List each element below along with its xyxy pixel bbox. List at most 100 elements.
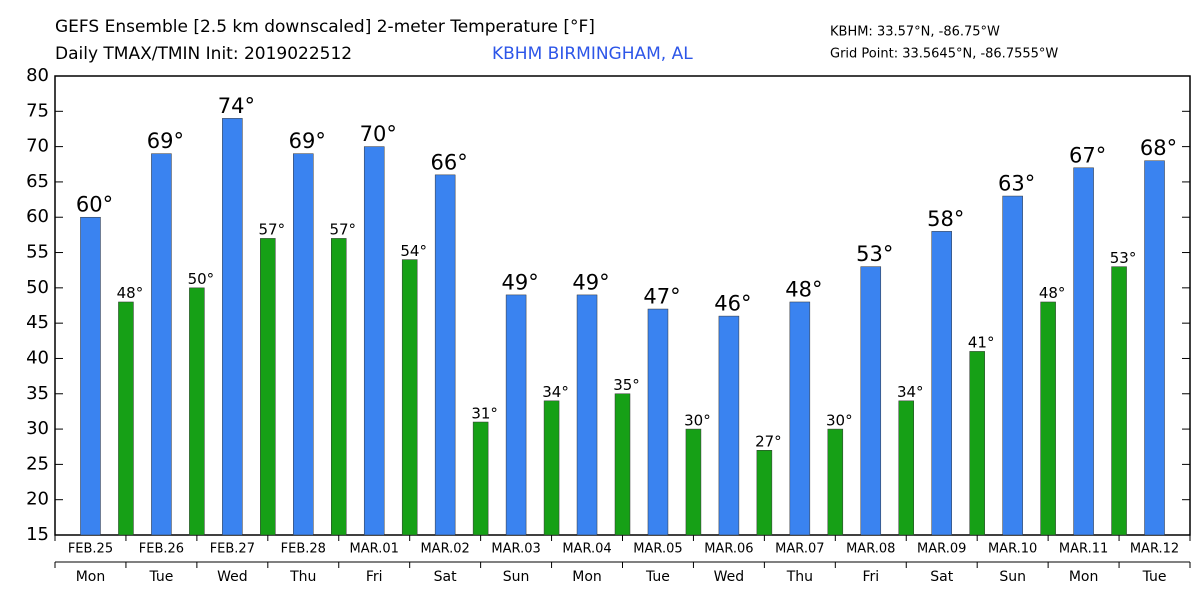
location: KBHM BIRMINGHAM, AL	[492, 44, 693, 64]
value-label: 69°	[289, 129, 326, 153]
bar	[472, 421, 489, 536]
value-label: 47°	[643, 284, 680, 308]
x-sub-label: Fri	[862, 569, 879, 585]
bar	[505, 294, 527, 536]
x-sub-label: Fri	[366, 569, 383, 585]
value-label: 46°	[714, 292, 751, 316]
y-tick-label: 70	[26, 136, 49, 157]
bar	[647, 308, 669, 536]
value-label: 48°	[117, 284, 144, 302]
value-label: 60°	[76, 193, 113, 217]
value-label: 70°	[360, 122, 397, 146]
x-sub-label: Wed	[714, 569, 745, 585]
x-tick-label: FEB.25	[68, 542, 113, 557]
bar	[685, 428, 702, 536]
value-label: 53°	[1110, 249, 1137, 267]
x-tick-label: MAR.04	[562, 542, 611, 557]
x-tick-label: MAR.05	[633, 542, 682, 557]
x-sub-label: Sun	[503, 569, 530, 585]
y-tick-label: 75	[26, 100, 49, 121]
bar	[756, 450, 773, 536]
value-label: 54°	[400, 242, 427, 260]
bar	[718, 315, 740, 536]
value-label: 30°	[684, 411, 711, 429]
value-label: 69°	[147, 129, 184, 153]
x-tick-label: MAR.08	[846, 542, 895, 557]
x-sub-label: Mon	[572, 569, 602, 585]
x-tick-label: FEB.27	[210, 542, 255, 557]
value-label: 63°	[998, 171, 1035, 195]
x-tick-label: FEB.26	[139, 542, 184, 557]
bar	[1111, 266, 1127, 536]
x-sub-label: Sun	[999, 569, 1026, 585]
value-label: 30°	[826, 411, 853, 429]
y-tick-label: 15	[26, 524, 49, 545]
bar	[80, 216, 101, 536]
x-sub-label: Thu	[289, 569, 316, 585]
x-tick-label: MAR.11	[1059, 542, 1108, 557]
x-sub-label: Wed	[217, 569, 248, 585]
bar	[898, 400, 914, 536]
value-label: 48°	[1039, 284, 1066, 302]
value-label: 57°	[329, 221, 356, 239]
bar	[1040, 301, 1056, 536]
bar	[363, 146, 385, 536]
x-sub-label: Mon	[76, 569, 106, 585]
bar	[434, 174, 456, 536]
bar	[151, 153, 172, 536]
x-tick-label: MAR.07	[775, 542, 824, 557]
y-tick-label: 45	[26, 312, 49, 333]
y-tick-label: 35	[26, 383, 49, 404]
x-sub-label: Thu	[786, 569, 813, 585]
value-label: 68°	[1140, 136, 1177, 160]
bar	[931, 231, 952, 536]
bar	[222, 118, 243, 536]
bar	[401, 259, 418, 536]
value-label: 49°	[501, 270, 538, 294]
value-label: 31°	[471, 404, 498, 422]
y-tick-label: 60	[26, 206, 49, 227]
y-tick-label: 30	[26, 418, 49, 439]
x-tick-label: MAR.10	[988, 542, 1037, 557]
bar	[789, 301, 811, 536]
y-tick-label: 50	[26, 277, 49, 298]
bar	[118, 301, 134, 536]
value-label: 50°	[188, 270, 215, 288]
x-sub-label: Tue	[148, 569, 173, 585]
bar	[1002, 195, 1023, 536]
value-label: 57°	[259, 221, 286, 239]
value-label: 67°	[1069, 143, 1106, 167]
bar	[827, 428, 844, 536]
value-label: 53°	[856, 242, 893, 266]
x-tick-label: MAR.09	[917, 542, 966, 557]
y-tick-label: 55	[26, 242, 49, 263]
x-tick-label: MAR.01	[350, 542, 399, 557]
value-label: 34°	[542, 383, 569, 401]
y-tick-label: 65	[26, 171, 49, 192]
station-info: KBHM: 33.57°N, -86.75°W	[830, 25, 1000, 40]
value-label: 35°	[613, 376, 640, 394]
x-tick-label: MAR.12	[1130, 542, 1179, 557]
bar	[576, 294, 598, 536]
bar	[189, 287, 205, 536]
bar	[293, 153, 314, 536]
station-info: Grid Point: 33.5645°N, -86.7555°W	[830, 47, 1058, 62]
y-tick-label: 40	[26, 347, 49, 368]
chart-title: GEFS Ensemble [2.5 km downscaled] 2-mete…	[55, 17, 595, 37]
value-label: 48°	[785, 277, 822, 301]
x-sub-label: Mon	[1069, 569, 1099, 585]
value-label: 66°	[431, 150, 468, 174]
value-label: 34°	[897, 383, 924, 401]
x-tick-label: MAR.03	[491, 542, 540, 557]
bar	[860, 266, 882, 536]
value-label: 41°	[968, 334, 995, 352]
bar	[614, 393, 631, 536]
value-label: 27°	[755, 433, 782, 451]
x-tick-label: MAR.06	[704, 542, 753, 557]
chart-subtitle: Daily TMAX/TMIN Init: 2019022512	[55, 44, 352, 64]
y-tick-label: 80	[26, 65, 49, 86]
x-sub-label: Tue	[1142, 569, 1167, 585]
bar	[260, 238, 276, 536]
x-tick-label: FEB.28	[281, 542, 326, 557]
